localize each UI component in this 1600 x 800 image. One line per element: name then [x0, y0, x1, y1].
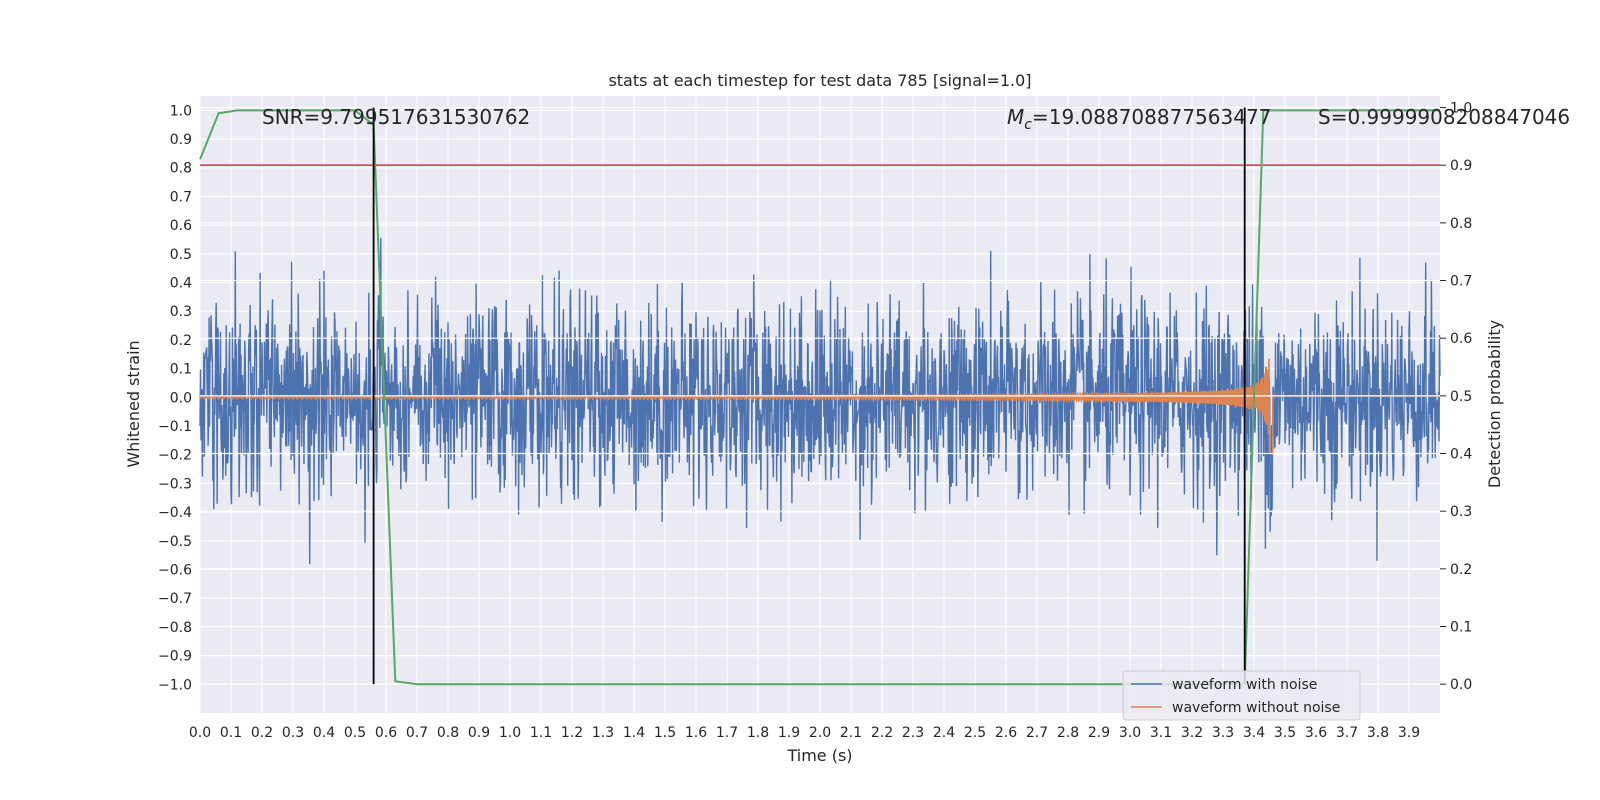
y-tick-label: 0.4 [170, 276, 192, 292]
y-tick-label: −0.9 [158, 649, 192, 665]
y-tick-label: −0.3 [158, 476, 192, 492]
chart-title: stats at each timestep for test data 785… [608, 71, 1031, 90]
y-tick-label: −0.4 [158, 505, 192, 521]
snr-annotation: SNR=9.799517631530762 [262, 105, 530, 129]
y-tick-label: −0.6 [158, 563, 192, 579]
y2-tick-label: 0.6 [1450, 331, 1472, 347]
legend-label-clean: waveform without noise [1172, 700, 1340, 716]
x-tick-label: 3.1 [1150, 725, 1172, 741]
legend-label-noise: waveform with noise [1172, 677, 1317, 693]
series-detection-probability [199, 109, 1440, 686]
x-tick-label: 2.2 [871, 725, 893, 741]
x-tick-label: 3.8 [1367, 725, 1389, 741]
y-tick-label: 0.9 [170, 132, 192, 148]
x-tick-label: 3.6 [1305, 725, 1327, 741]
mc-value: =19.088708877563477 [1032, 105, 1271, 129]
x-tick-label: 2.0 [809, 725, 831, 741]
mc-symbol: M [1007, 105, 1024, 129]
x-tick-label: 2.1 [840, 725, 862, 741]
series-layer [199, 106, 1441, 686]
y2-axis-title: Detection probability [1485, 320, 1504, 488]
y2-tick-label: 0.8 [1450, 216, 1472, 232]
x-tick-label: 2.3 [902, 725, 924, 741]
y-tick-label: −0.1 [158, 419, 192, 435]
x-tick-label: 0.8 [437, 725, 459, 741]
y-tick-label: 0.5 [170, 247, 192, 263]
y-tick-label: 0.8 [170, 161, 192, 177]
mc-annotation: Mc=19.088708877563477 [1007, 105, 1271, 133]
y-tick-label: −0.8 [158, 620, 192, 636]
y2-tick-label: 0.5 [1450, 389, 1472, 405]
x-tick-label: 1.2 [561, 725, 583, 741]
y2-tick-label: 0.3 [1450, 504, 1472, 520]
x-axis-title: Time (s) [786, 746, 852, 765]
x-tick-label: 3.0 [1119, 725, 1141, 741]
y2-tick-label: 0.2 [1450, 562, 1472, 578]
y-tick-label: 0.2 [170, 333, 192, 349]
x-tick-label: 1.3 [592, 725, 614, 741]
legend: waveform with noise waveform without noi… [1122, 670, 1361, 721]
y-tick-label: 0.3 [170, 304, 192, 320]
x-tick-label: 0.7 [406, 725, 428, 741]
x-tick-label: 3.9 [1398, 725, 1420, 741]
x-tick-label: 1.9 [778, 725, 800, 741]
x-tick-label: 1.7 [716, 725, 738, 741]
y-tick-label: −0.5 [158, 534, 192, 550]
x-tick-label: 3.7 [1336, 725, 1358, 741]
x-tick-label: 1.1 [530, 725, 552, 741]
s-annotation: S=0.9999908208847046 [1318, 105, 1570, 129]
grid [199, 96, 1440, 713]
x-tick-label: 1.4 [623, 725, 645, 741]
x-tick-label: 1.5 [654, 725, 676, 741]
y-tick-label: 0.7 [170, 189, 192, 205]
y2-tick-label: 0.0 [1450, 677, 1472, 693]
y-tick-label: 1.0 [170, 103, 192, 119]
y2-tick-label: 0.4 [1450, 447, 1472, 463]
x-tick-label: 2.9 [1088, 725, 1110, 741]
x-tick-label: 3.3 [1212, 725, 1234, 741]
y2-tick-label: 1.0 [1450, 101, 1472, 117]
y-axis-title: Whitened strain [124, 340, 143, 467]
y-tick-label: 0.1 [170, 362, 192, 378]
x-tick-label: 0.9 [468, 725, 490, 741]
legend-box [1122, 670, 1361, 721]
y2-tick-label: 0.7 [1450, 274, 1472, 290]
x-tick-label: 0.1 [220, 725, 242, 741]
x-tick-label: 0.3 [282, 725, 304, 741]
y2-tick-label: 0.1 [1450, 620, 1472, 636]
x-tick-label: 0.0 [189, 725, 211, 741]
x-tick-label: 2.7 [1026, 725, 1048, 741]
y2-tick-label: 0.9 [1450, 158, 1472, 174]
y-tick-label: 0.0 [170, 390, 192, 406]
axis-layer: 0.0 0.1 0.2 0.3 0.4 0.5 0.6 0.7 0.8 0.9 1.0 1.1 1.2 1… [158, 101, 1472, 741]
x-tick-label: 3.5 [1274, 725, 1296, 741]
x-tick-label: 1.8 [747, 725, 769, 741]
x-tick-label: 3.4 [1243, 725, 1265, 741]
x-tick-label: 0.2 [251, 725, 273, 741]
y-tick-label: −0.2 [158, 448, 192, 464]
x-tick-label: 0.4 [313, 725, 335, 741]
x-tick-label: 2.6 [995, 725, 1017, 741]
x-tick-label: 3.2 [1181, 725, 1203, 741]
x-tick-label: 1.0 [499, 725, 521, 741]
x-tick-label: 2.8 [1057, 725, 1079, 741]
y-tick-label: 0.6 [170, 218, 192, 234]
x-tick-label: 1.6 [685, 725, 707, 741]
y-tick-label: −1.0 [158, 677, 192, 693]
mc-subscript: c [1024, 117, 1032, 133]
y-tick-label: −0.7 [158, 591, 192, 607]
x-tick-label: 2.4 [933, 725, 955, 741]
x-tick-label: 0.6 [375, 725, 397, 741]
x-tick-label: 0.5 [344, 725, 366, 741]
x-tick-label: 2.5 [964, 725, 986, 741]
